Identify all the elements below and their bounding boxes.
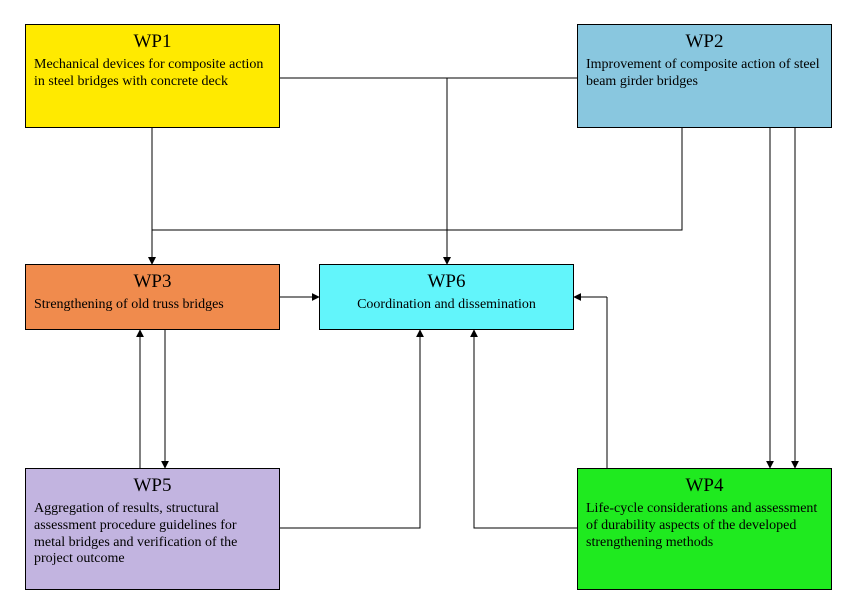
edge-wp2-wp6: [447, 78, 577, 264]
node-wp6-title: WP6: [328, 271, 565, 293]
node-wp4-title: WP4: [586, 475, 823, 497]
node-wp2-title: WP2: [586, 31, 823, 53]
node-wp2: WP2 Improvement of composite action of s…: [577, 24, 832, 128]
edge-wp4-wp6: [474, 330, 577, 528]
node-wp3-desc: Strengthening of old truss bridges: [34, 297, 271, 314]
edge-wp5-wp6: [280, 330, 420, 528]
node-wp3: WP3 Strengthening of old truss bridges: [25, 264, 280, 330]
node-wp6-desc: Coordination and dissemination: [328, 297, 565, 314]
node-wp5-title: WP5: [34, 475, 271, 497]
node-wp1-desc: Mechanical devices for composite action …: [34, 57, 271, 91]
node-wp4: WP4 Life-cycle considerations and assess…: [577, 468, 832, 590]
node-wp5: WP5 Aggregation of results, structural a…: [25, 468, 280, 590]
node-wp1: WP1 Mechanical devices for composite act…: [25, 24, 280, 128]
diagram-canvas: WP1 Mechanical devices for composite act…: [0, 0, 850, 609]
node-wp6: WP6 Coordination and dissemination: [319, 264, 574, 330]
node-wp1-title: WP1: [34, 31, 271, 53]
node-wp5-desc: Aggregation of results, structural asses…: [34, 501, 271, 568]
node-wp2-desc: Improvement of composite action of steel…: [586, 57, 823, 91]
node-wp4-desc: Life-cycle considerations and assessment…: [586, 501, 823, 551]
edge-wp2-wp3: [152, 128, 682, 264]
node-wp3-title: WP3: [34, 271, 271, 293]
edge-wp1-wp6: [280, 78, 447, 264]
